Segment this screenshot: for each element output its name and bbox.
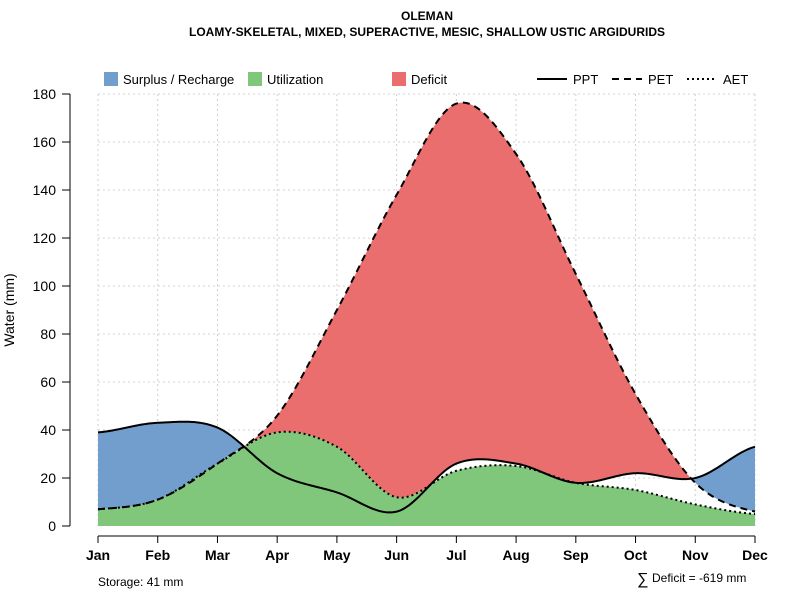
- sum-icon: ∑: [637, 571, 648, 588]
- area-fills: [98, 102, 755, 526]
- y-tick-label: 20: [40, 470, 56, 486]
- legend-swatch-deficit: [392, 72, 406, 86]
- x-tick-label: Jul: [446, 547, 466, 563]
- y-tick-label: 60: [40, 374, 56, 390]
- x-tick-label: Nov: [682, 547, 709, 563]
- y-axis-label: Water (mm): [1, 273, 17, 346]
- storage-note: Storage: 41 mm: [98, 575, 183, 589]
- y-tick-label: 140: [33, 182, 57, 198]
- y-tick-label: 40: [40, 422, 56, 438]
- x-tick-label: Dec: [742, 547, 768, 563]
- x-tick-label: Sep: [563, 547, 589, 563]
- legend-label-pet: PET: [648, 72, 673, 87]
- y-tick-label: 120: [33, 230, 57, 246]
- x-tick-label: May: [323, 547, 350, 563]
- legend-label-deficit: Deficit: [411, 72, 448, 87]
- chart-title: OLEMAN: [401, 9, 453, 23]
- y-tick-label: 180: [33, 86, 57, 102]
- x-tick-label: Jan: [86, 547, 110, 563]
- x-tick-label: Oct: [624, 547, 648, 563]
- legend-label-aet: AET: [723, 72, 748, 87]
- series-lines: [97, 101, 756, 515]
- legend-swatch-surplus: [104, 72, 118, 86]
- axes: 0 20 40 60 80 100 120 140 160 180 Jan Feb Mar Apr May J…: [33, 86, 768, 563]
- surplus-area: [98, 102, 755, 512]
- pet-line: [97, 101, 756, 513]
- x-tick-label: Mar: [205, 547, 230, 563]
- ppt-line: [97, 420, 756, 514]
- deficit-area: [98, 102, 755, 512]
- legend-label-surplus: Surplus / Recharge: [123, 72, 234, 87]
- legend-label-ppt: PPT: [573, 72, 598, 87]
- y-tick-label: 80: [40, 326, 56, 342]
- utilization-area: [98, 431, 755, 526]
- legend: Surplus / Recharge Utilization Deficit P…: [104, 72, 748, 87]
- legend-swatch-utilization: [248, 72, 262, 86]
- y-tick-label: 160: [33, 134, 57, 150]
- chart-subtitle: LOAMY-SKELETAL, MIXED, SUPERACTIVE, MESI…: [189, 25, 665, 39]
- x-tick-label: Jun: [384, 547, 409, 563]
- y-tick-label: 0: [48, 518, 56, 534]
- y-tick-label: 100: [33, 278, 57, 294]
- deficit-note: Deficit = -619 mm: [652, 571, 746, 585]
- legend-label-utilization: Utilization: [267, 72, 323, 87]
- x-tick-label: Feb: [145, 547, 170, 563]
- x-tick-label: Aug: [502, 547, 529, 563]
- x-tick-label: Apr: [265, 547, 290, 563]
